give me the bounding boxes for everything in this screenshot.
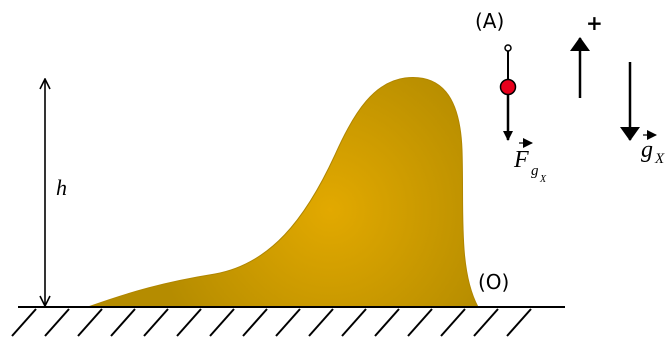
fluid-mound bbox=[88, 78, 478, 307]
point-o-label: (O) bbox=[478, 270, 509, 294]
particle bbox=[501, 80, 516, 95]
point-a-label: (A) bbox=[475, 9, 504, 33]
force-symbol: F bbox=[513, 147, 529, 173]
force-subscript: g bbox=[531, 163, 539, 179]
gravity-label: g X bbox=[641, 135, 665, 167]
height-label: h bbox=[56, 175, 67, 200]
pivot bbox=[505, 45, 511, 51]
force-label: F g X bbox=[513, 143, 547, 185]
ground-hatch bbox=[12, 309, 531, 336]
plus-label: + bbox=[586, 11, 603, 35]
force-subsubscript: X bbox=[539, 174, 547, 185]
gravity-subscript: X bbox=[654, 151, 665, 167]
diagram: h (A) F g X + g X (O) bbox=[0, 0, 668, 337]
gravity-symbol: g bbox=[641, 137, 653, 163]
